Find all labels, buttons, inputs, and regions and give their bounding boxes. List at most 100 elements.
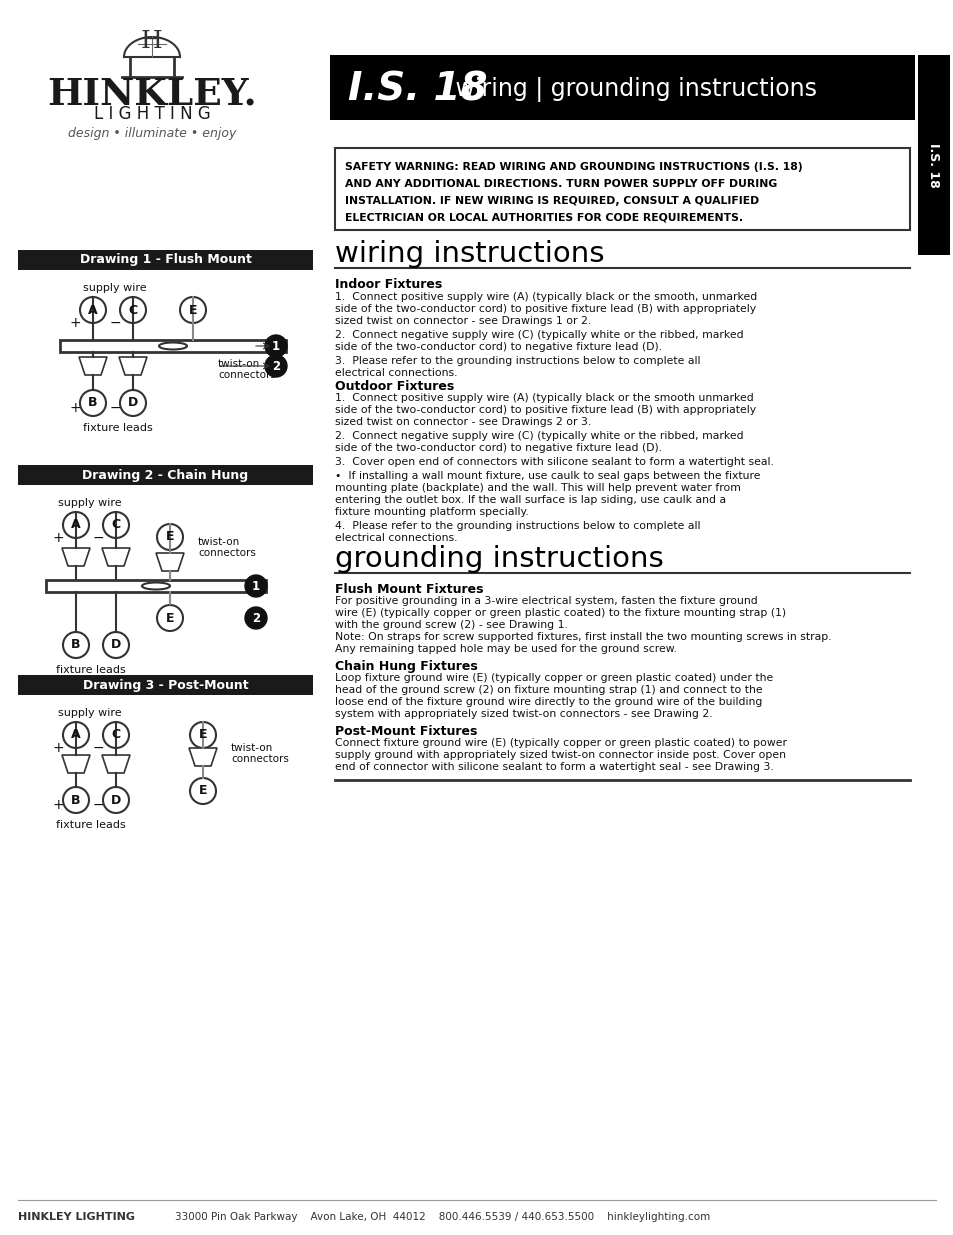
Text: E: E	[166, 611, 174, 625]
Polygon shape	[62, 548, 90, 566]
Text: fixture mounting platform specially.: fixture mounting platform specially.	[335, 508, 528, 517]
Text: mounting plate (backplate) and the wall. This will help prevent water from: mounting plate (backplate) and the wall.…	[335, 483, 740, 493]
Circle shape	[103, 787, 129, 813]
Text: grounding instructions: grounding instructions	[335, 545, 663, 573]
Text: I.S. 18: I.S. 18	[348, 70, 487, 109]
Text: D: D	[128, 396, 138, 410]
Text: connectors: connectors	[198, 548, 255, 558]
Text: −: −	[92, 798, 104, 811]
Polygon shape	[102, 755, 130, 773]
Text: twist-on: twist-on	[218, 359, 260, 369]
Text: HINKLEY LIGHTING: HINKLEY LIGHTING	[18, 1212, 135, 1221]
Circle shape	[265, 354, 287, 377]
Text: +: +	[70, 401, 81, 415]
Text: Note: On straps for screw supported fixtures, first install the two mounting scr: Note: On straps for screw supported fixt…	[335, 632, 831, 642]
Text: twist-on: twist-on	[198, 537, 240, 547]
FancyBboxPatch shape	[330, 56, 914, 120]
Text: system with appropriately sized twist-on connectors - see Drawing 2.: system with appropriately sized twist-on…	[335, 709, 712, 719]
Text: D: D	[111, 638, 121, 652]
Text: C: C	[112, 729, 120, 741]
Polygon shape	[102, 548, 130, 566]
Text: supply wire: supply wire	[58, 708, 121, 718]
Text: 2: 2	[252, 611, 260, 625]
FancyBboxPatch shape	[60, 340, 286, 352]
Text: E: E	[166, 531, 174, 543]
Text: wiring | grounding instructions: wiring | grounding instructions	[448, 77, 816, 103]
Text: end of connector with silicone sealant to form a watertight seal - see Drawing 3: end of connector with silicone sealant t…	[335, 762, 773, 772]
Text: 1: 1	[252, 579, 260, 593]
Text: twist-on: twist-on	[231, 743, 273, 753]
Text: B: B	[71, 638, 81, 652]
Text: E: E	[189, 304, 197, 316]
FancyBboxPatch shape	[18, 466, 313, 485]
Text: +: +	[52, 531, 64, 545]
Polygon shape	[189, 748, 216, 766]
Text: H: H	[141, 31, 163, 53]
Text: entering the outlet box. If the wall surface is lap siding, use caulk and a: entering the outlet box. If the wall sur…	[335, 495, 725, 505]
Text: connectors: connectors	[218, 370, 275, 380]
Text: connectors: connectors	[231, 755, 289, 764]
Text: sized twist on connector - see Drawings 1 or 2.: sized twist on connector - see Drawings …	[335, 316, 591, 326]
Text: HINKLEY.: HINKLEY.	[47, 75, 256, 112]
Text: −: −	[92, 741, 104, 755]
FancyBboxPatch shape	[46, 580, 266, 592]
Text: Flush Mount Fixtures: Flush Mount Fixtures	[335, 583, 483, 597]
Text: supply ground with appropriately sized twist-on connector inside post. Cover ope: supply ground with appropriately sized t…	[335, 750, 785, 760]
Text: B: B	[71, 794, 81, 806]
Text: 1.  Connect positive supply wire (A) (typically black or the smooth, unmarked: 1. Connect positive supply wire (A) (typ…	[335, 291, 757, 303]
Text: electrical connections.: electrical connections.	[335, 368, 457, 378]
Text: −: −	[92, 531, 104, 545]
Ellipse shape	[159, 342, 187, 350]
Text: Any remaining tapped hole may be used for the ground screw.: Any remaining tapped hole may be used fo…	[335, 643, 677, 655]
Text: Chain Hung Fixtures: Chain Hung Fixtures	[335, 659, 477, 673]
Text: Connect fixture ground wire (E) (typically copper or green plastic coated) to po: Connect fixture ground wire (E) (typical…	[335, 739, 786, 748]
Text: Post-Mount Fixtures: Post-Mount Fixtures	[335, 725, 476, 739]
Circle shape	[63, 513, 89, 538]
Text: +: +	[52, 741, 64, 755]
Polygon shape	[79, 357, 107, 375]
Text: Outdoor Fixtures: Outdoor Fixtures	[335, 380, 454, 393]
Text: side of the two-conductor cord) to negative fixture lead (D).: side of the two-conductor cord) to negat…	[335, 443, 661, 453]
Text: Drawing 3 - Post-Mount: Drawing 3 - Post-Mount	[83, 678, 248, 692]
Text: Indoor Fixtures: Indoor Fixtures	[335, 278, 442, 291]
Circle shape	[157, 605, 183, 631]
Text: +: +	[70, 316, 81, 330]
Text: side of the two-conductor cord) to positive fixture lead (B) with appropriately: side of the two-conductor cord) to posit…	[335, 405, 756, 415]
Text: head of the ground screw (2) on fixture mounting strap (1) and connect to the: head of the ground screw (2) on fixture …	[335, 685, 761, 695]
Text: loose end of the fixture ground wire directly to the ground wire of the building: loose end of the fixture ground wire dir…	[335, 697, 761, 706]
Text: 2.  Connect negative supply wire (C) (typically white or the ribbed, marked: 2. Connect negative supply wire (C) (typ…	[335, 330, 742, 340]
Text: For positive grounding in a 3-wire electrical system, fasten the fixture ground: For positive grounding in a 3-wire elect…	[335, 597, 757, 606]
Text: wire (E) (typically copper or green plastic coated) to the fixture mounting stra: wire (E) (typically copper or green plas…	[335, 608, 785, 618]
Circle shape	[190, 778, 215, 804]
Text: B: B	[89, 396, 97, 410]
Text: side of the two-conductor cord) to positive fixture lead (B) with appropriately: side of the two-conductor cord) to posit…	[335, 304, 756, 314]
Text: Drawing 1 - Flush Mount: Drawing 1 - Flush Mount	[79, 253, 252, 267]
Text: −: −	[109, 316, 121, 330]
Text: 2: 2	[272, 359, 280, 373]
Circle shape	[63, 722, 89, 748]
Text: 33000 Pin Oak Parkway    Avon Lake, OH  44012    800.446.5539 / 440.653.5500    : 33000 Pin Oak Parkway Avon Lake, OH 4401…	[174, 1212, 709, 1221]
Text: design • illuminate • enjoy: design • illuminate • enjoy	[68, 127, 236, 141]
Circle shape	[180, 296, 206, 324]
Text: supply wire: supply wire	[83, 283, 147, 293]
Text: electrical connections.: electrical connections.	[335, 534, 457, 543]
FancyBboxPatch shape	[18, 676, 313, 695]
Polygon shape	[119, 357, 147, 375]
Text: D: D	[111, 794, 121, 806]
Circle shape	[265, 335, 287, 357]
Text: −: −	[109, 401, 121, 415]
Text: with the ground screw (2) - see Drawing 1.: with the ground screw (2) - see Drawing …	[335, 620, 567, 630]
Text: E: E	[198, 729, 207, 741]
Polygon shape	[156, 553, 184, 571]
Text: side of the two-conductor cord) to negative fixture lead (D).: side of the two-conductor cord) to negat…	[335, 342, 661, 352]
Text: +: +	[52, 798, 64, 811]
Text: A: A	[88, 304, 98, 316]
Circle shape	[80, 296, 106, 324]
Circle shape	[120, 390, 146, 416]
Text: A: A	[71, 519, 81, 531]
Text: C: C	[129, 304, 137, 316]
Circle shape	[103, 513, 129, 538]
Text: C: C	[112, 519, 120, 531]
Circle shape	[103, 632, 129, 658]
Text: 1.  Connect positive supply wire (A) (typically black or the smooth unmarked: 1. Connect positive supply wire (A) (typ…	[335, 393, 753, 403]
